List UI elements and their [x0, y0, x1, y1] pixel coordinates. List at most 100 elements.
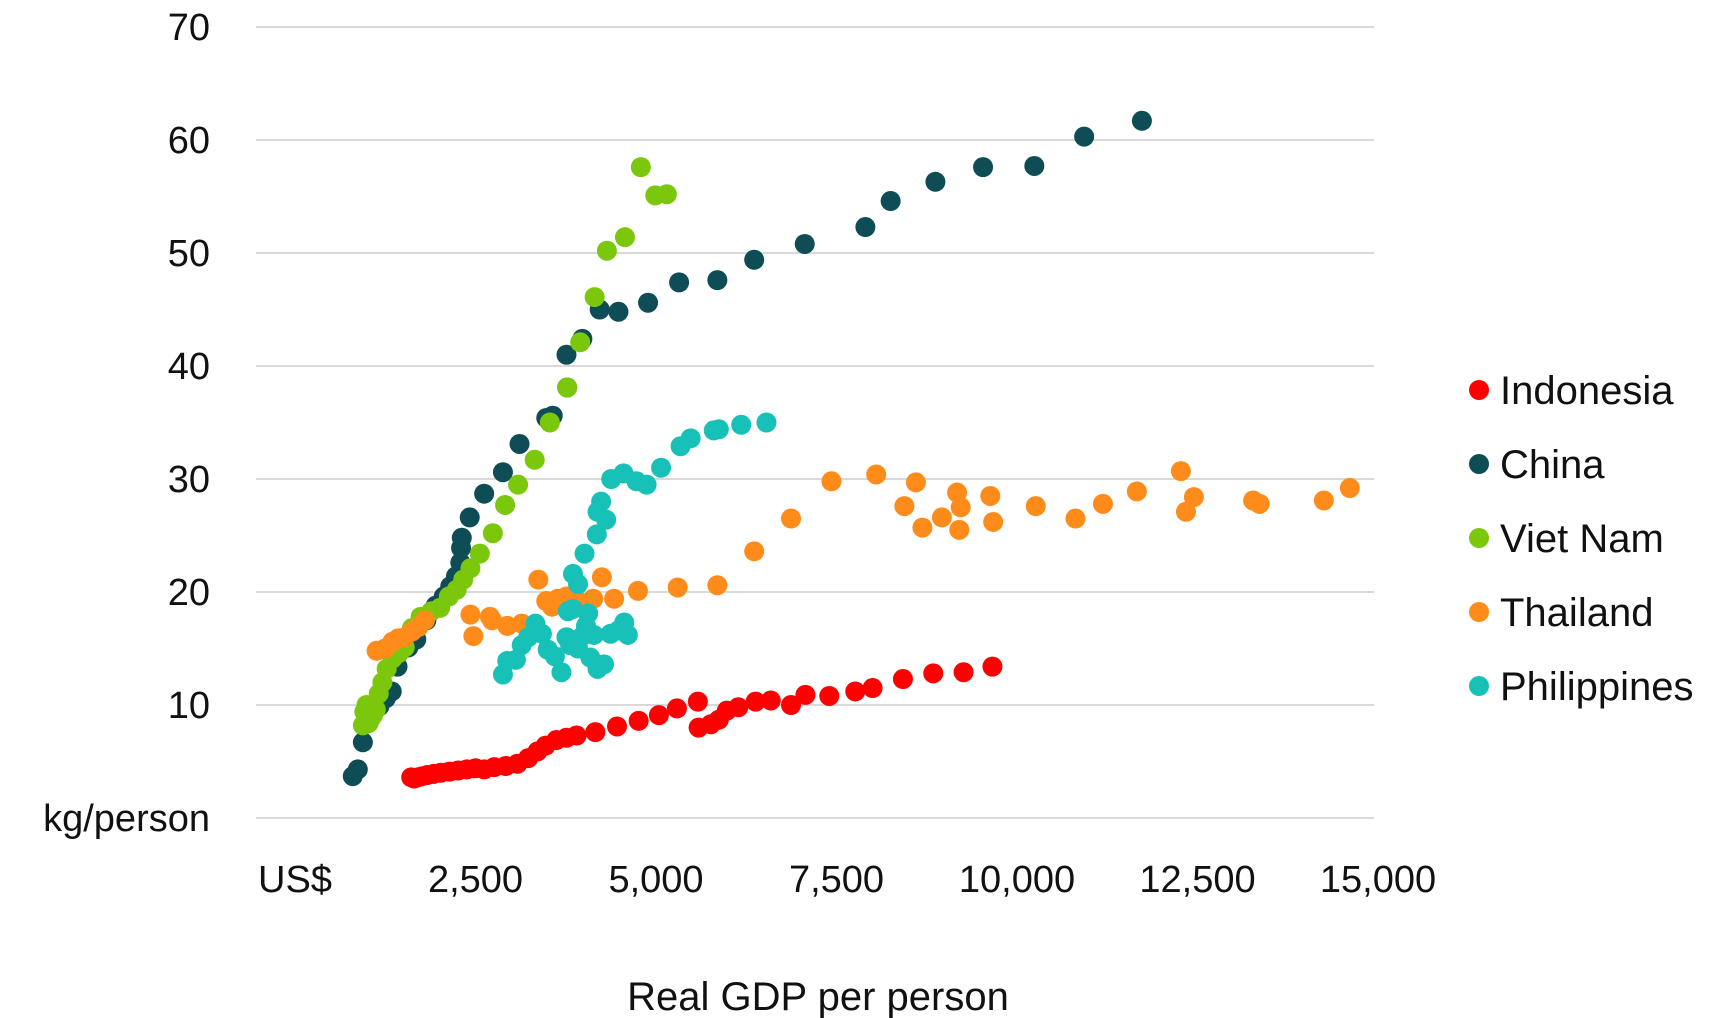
series-china [342, 110, 1152, 787]
legend-label: China [1500, 443, 1605, 487]
legend: Indonesia China Viet Nam Thailand Philippine… [1469, 369, 1693, 709]
data-point [586, 524, 607, 545]
data-point [495, 494, 516, 515]
data-point [949, 519, 970, 540]
y-tick-label: 10 [168, 685, 210, 727]
data-point [460, 558, 481, 579]
data-point [614, 227, 635, 248]
x-axis-tick-labels: 2,500 5,000 7,500 10,000 12,500 15,000 [428, 859, 1436, 901]
data-point [707, 270, 728, 291]
data-point [923, 663, 944, 684]
data-point [627, 580, 648, 601]
data-point [982, 656, 1003, 677]
data-point [551, 662, 572, 683]
x-axis-title: Real GDP per person [627, 975, 1009, 1018]
data-point [866, 464, 887, 485]
data-point [980, 485, 1001, 506]
legend-marker [1469, 454, 1489, 474]
data-point [1074, 126, 1095, 147]
data-point [608, 301, 629, 322]
legend-item-china: China [1469, 443, 1605, 487]
data-point [574, 543, 595, 564]
y-tick-label: 50 [168, 233, 210, 275]
data-point [756, 412, 777, 433]
data-point [667, 577, 688, 598]
data-point [539, 412, 560, 433]
data-point [744, 249, 765, 270]
data-point [509, 433, 530, 454]
data-point [557, 601, 578, 622]
data-point [474, 483, 495, 504]
data-point [708, 419, 729, 440]
legend-label: Philippines [1500, 665, 1693, 709]
data-point [669, 272, 690, 293]
data-point [707, 575, 728, 596]
data-point [1025, 496, 1046, 517]
series-viet-nam [352, 157, 677, 736]
data-point [508, 474, 529, 495]
data-point [482, 523, 503, 544]
series-philippines [492, 412, 777, 685]
data-point [905, 472, 926, 493]
data-point [821, 471, 842, 492]
data-point [760, 690, 781, 711]
data-point [781, 508, 802, 529]
data-point [845, 681, 866, 702]
legend-item-indonesia: Indonesia [1469, 369, 1674, 413]
data-point [365, 699, 386, 720]
data-point [578, 603, 599, 624]
data-point [591, 491, 612, 512]
data-point [892, 669, 913, 690]
legend-item-viet-nam: Viet Nam [1469, 517, 1664, 561]
y-tick-label: 60 [168, 120, 210, 162]
data-point [607, 716, 628, 737]
data-point [482, 610, 503, 631]
data-points [342, 110, 1360, 789]
data-point [531, 623, 552, 644]
legend-marker [1469, 380, 1489, 400]
data-point [636, 474, 657, 495]
x-tick-label: 2,500 [428, 859, 523, 901]
data-point [1175, 501, 1196, 522]
data-point [414, 610, 435, 631]
data-point [1024, 155, 1045, 176]
y-axis-unit-label: kg/person [43, 798, 210, 840]
data-point [744, 541, 765, 562]
x-tick-label: 5,000 [608, 859, 703, 901]
data-point [604, 588, 625, 609]
data-point [591, 567, 612, 588]
data-point [594, 654, 615, 675]
data-point [794, 233, 815, 254]
data-point [630, 157, 651, 178]
data-point [731, 414, 752, 435]
series-thailand [366, 461, 1360, 661]
data-point [638, 292, 659, 313]
legend-label: Thailand [1500, 591, 1653, 635]
data-point [894, 496, 915, 517]
data-point [1339, 478, 1360, 499]
data-point [745, 691, 766, 712]
data-point [568, 574, 589, 595]
x-tick-label: 7,500 [789, 859, 884, 901]
data-point [460, 604, 481, 625]
data-point [1131, 110, 1152, 131]
data-point [687, 691, 708, 712]
y-tick-label: 70 [168, 7, 210, 49]
data-point [451, 527, 472, 548]
data-point [1092, 493, 1113, 514]
gridlines [256, 26, 1374, 819]
data-point [680, 428, 701, 449]
data-point [781, 695, 802, 715]
y-tick-label: 40 [168, 346, 210, 388]
data-point [648, 705, 669, 726]
data-point [795, 684, 816, 705]
data-point [596, 240, 617, 261]
data-point [524, 449, 545, 470]
legend-marker [1469, 602, 1489, 622]
data-point [656, 184, 677, 205]
data-point [1065, 508, 1086, 529]
data-point [819, 685, 840, 706]
legend-marker [1469, 528, 1489, 548]
legend-item-thailand: Thailand [1469, 591, 1653, 635]
data-point [862, 678, 883, 699]
